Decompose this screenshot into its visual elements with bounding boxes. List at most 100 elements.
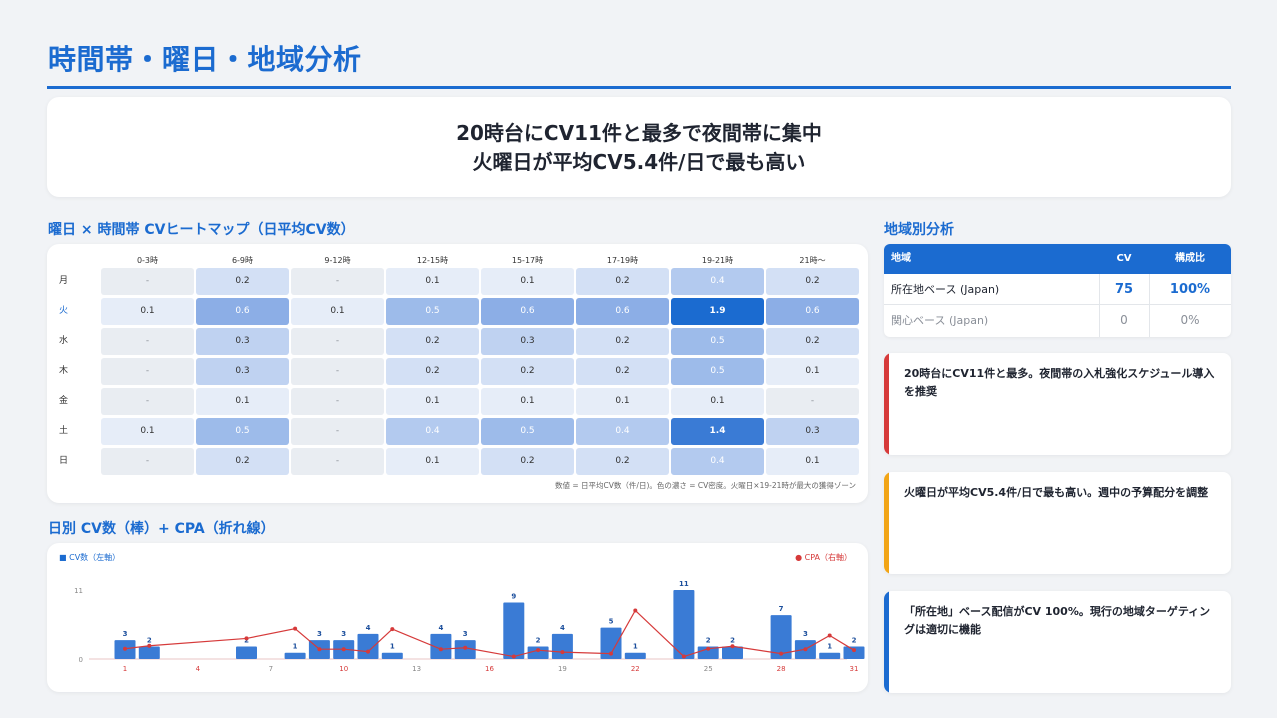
heatmap-cell: -: [291, 358, 384, 385]
cv-bar-label: 5: [609, 618, 614, 626]
cv-bar: [236, 646, 257, 659]
heatmap-cell: 0.1: [386, 268, 479, 295]
region-row: 関心ベース (Japan) 0 0%: [884, 305, 1231, 336]
heatmap-cell: 0.1: [481, 388, 574, 415]
region-title: 地域別分析: [884, 222, 954, 238]
cv-bar: [138, 646, 160, 659]
heatmap-cell: 0.3: [481, 328, 574, 355]
cv-bar-label: 9: [511, 593, 516, 601]
header-ratio: 構成比: [1175, 253, 1205, 264]
page-title: 時間帯・曜日・地域分析: [48, 43, 362, 76]
header-cv: CV: [1116, 253, 1132, 264]
insight-card-2: 火曜日が平均CV5.4件/日で最も高い。週中の予算配分を調整: [884, 472, 1231, 574]
insight-card-1: 20時台にCV11件と最多。夜間帯の入札強化スケジュール導入を推奨: [884, 353, 1231, 455]
heatmap-cell: 0.1: [671, 388, 764, 415]
heatmap-column-header: 0-3時: [136, 256, 159, 265]
cv-bar-label: 2: [536, 636, 541, 644]
heatmap-card: 0-3時 6-9時 9-12時 12-15時 15-17時 17-19時 19-21時 21時…: [47, 244, 868, 503]
heatmap-cell: 0.6: [196, 298, 289, 325]
insight-accent: [884, 591, 889, 693]
header-region: 地域: [891, 253, 911, 264]
x-tick-label: 10: [339, 665, 348, 673]
cpa-point: [633, 608, 638, 613]
summary-banner: 20時台にCV11件と最多で夜間帯に集中 火曜日が平均CV5.4件/日で最も高い: [47, 97, 1231, 197]
heatmap-cell: 0.2: [766, 268, 859, 295]
heatmap-cell: 0.4: [576, 418, 669, 445]
x-tick-label: 22: [631, 665, 640, 673]
heatmap-cell: 0.1: [386, 388, 479, 415]
cv-bar: [770, 615, 792, 659]
heatmap-cell: 0.2: [386, 358, 479, 385]
cv-bar-label: 2: [244, 636, 249, 644]
cv-bar: [357, 633, 379, 659]
heatmap-cell: 0.3: [766, 418, 859, 445]
heatmap-row-label: 日: [59, 456, 69, 466]
cpa-point: [390, 627, 395, 632]
heatmap-cell: -: [291, 388, 384, 415]
cpa-point: [341, 647, 346, 652]
cpa-point: [852, 648, 856, 653]
cv-bar-label: 3: [341, 630, 346, 638]
heatmap-row-label: 土: [59, 426, 69, 436]
heatmap-cell: 0.1: [291, 298, 384, 325]
heatmap-row-label: 金: [59, 396, 69, 406]
x-tick-label: 25: [704, 665, 713, 673]
heatmap-cell: -: [101, 268, 194, 295]
heatmap-cell: 0.5: [196, 418, 289, 445]
heatmap-cell: 0.2: [196, 268, 289, 295]
cv-bar: [843, 646, 865, 659]
column-divider: [1149, 274, 1150, 337]
cpa-point: [147, 643, 152, 648]
region-table: 地域 CV 構成比 所在地ベース (Japan) 75 100% 関心ベース (…: [884, 244, 1231, 337]
cv-bar: [722, 646, 743, 659]
cv-bar-label: 2: [730, 636, 735, 644]
insight-card-3: 「所在地」ベース配信がCV 100%。現行の地域ターゲティングは適切に機能: [884, 591, 1231, 693]
cv-bar: [503, 602, 525, 659]
cv-bar-label: 4: [438, 624, 443, 632]
cv-bar-label: 3: [463, 630, 468, 638]
cpa-point: [609, 651, 613, 656]
cpa-point: [293, 626, 298, 631]
legend-cpa: ● CPA（右軸）: [795, 553, 852, 562]
cv-bar-label: 3: [803, 630, 808, 638]
insight-text: 火曜日が平均CV5.4件/日で最も高い。週中の予算配分を調整: [904, 486, 1209, 499]
heatmap-row-label: 水: [59, 336, 69, 346]
cpa-point: [560, 650, 565, 655]
cv-bar-label: 4: [366, 624, 371, 632]
heatmap-cell: 0.2: [386, 328, 479, 355]
heatmap-cell: 0.3: [196, 358, 289, 385]
heatmap-cell: 0.6: [481, 298, 574, 325]
heatmap-cell: 0.1: [386, 448, 479, 475]
x-tick-label: 28: [777, 665, 786, 673]
cv-bar-label: 1: [633, 643, 638, 651]
cpa-point: [317, 647, 322, 652]
cv-bar-label: 1: [390, 643, 395, 651]
heatmap-cell: -: [101, 328, 194, 355]
heatmap-cell: 0.2: [481, 358, 574, 385]
cpa-point: [536, 648, 541, 653]
heatmap-cell: 0.1: [196, 388, 289, 415]
cpa-point: [779, 651, 784, 656]
cv-bar-label: 2: [706, 636, 711, 644]
region-ratio: 100%: [1169, 282, 1211, 297]
summary-line-2: 火曜日が平均CV5.4件/日で最も高い: [472, 150, 806, 174]
cpa-point: [730, 644, 735, 649]
x-tick-label: 19: [558, 665, 567, 673]
cv-bar: [819, 652, 841, 659]
cpa-point: [827, 633, 832, 638]
heatmap-cell: 0.5: [671, 328, 764, 355]
cpa-point: [706, 646, 711, 651]
cv-bar: [430, 633, 452, 659]
cpa-point: [123, 646, 127, 651]
region-row: 所在地ベース (Japan) 75 100%: [884, 274, 1231, 305]
heatmap-cell: 0.5: [671, 358, 764, 385]
heatmap-cell: 0.1: [766, 358, 859, 385]
daily-chart-title: 日別 CV数（棒）+ CPA（折れ線）: [48, 521, 275, 537]
insight-text: 「所在地」ベース配信がCV 100%。現行の地域ターゲティングは適切に機能: [904, 605, 1211, 636]
region-name: 所在地ベース (Japan): [891, 283, 1000, 296]
heatmap-cell: -: [291, 328, 384, 355]
summary-line-1: 20時台にCV11件と最多で夜間帯に集中: [456, 121, 822, 145]
heatmap-note: 数値 = 日平均CV数（件/日)。色の濃さ = CV密度。火曜日×19-21時が…: [555, 481, 856, 490]
heatmap-cell: 1.9: [671, 298, 764, 325]
insight-accent: [884, 353, 889, 455]
